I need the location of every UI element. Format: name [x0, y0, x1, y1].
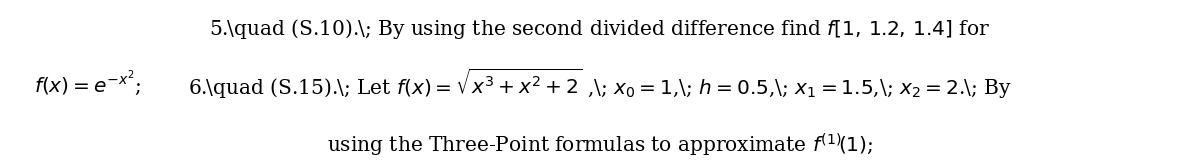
Text: using the Three-Point formulas to approximate $f^{(1)}\!\left(1\right)$;: using the Three-Point formulas to approx… — [326, 132, 874, 159]
Text: $f\left(x\right) = e^{-x^2}$;: $f\left(x\right) = e^{-x^2}$; — [34, 70, 142, 98]
Text: 5.\quad (S.10).\; By using the second divided difference find $f\left[1,\, 1.2,\: 5.\quad (S.10).\; By using the second di… — [210, 17, 990, 41]
Text: 6.\quad (S.15).\; Let $f\left(x\right) = \sqrt{x^3 + x^2 + 2}$ ,\; $x_0 = 1$,\; : 6.\quad (S.15).\; Let $f\left(x\right) =… — [188, 67, 1012, 101]
